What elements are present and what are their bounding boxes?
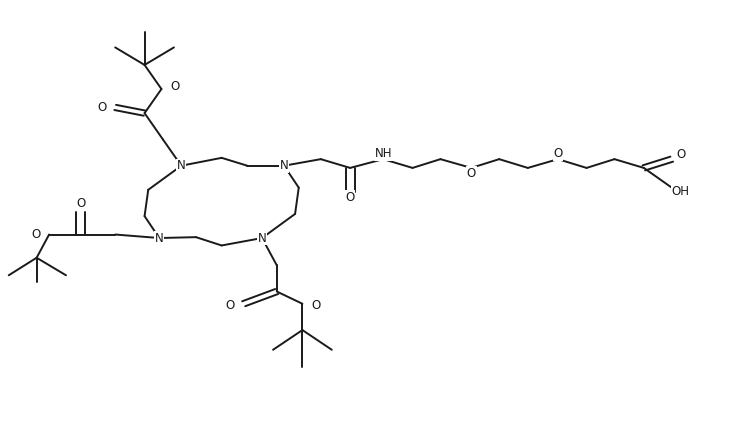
Text: O: O: [170, 80, 179, 93]
Text: O: O: [553, 147, 562, 161]
Text: N: N: [258, 232, 266, 244]
Text: O: O: [97, 101, 107, 114]
Text: O: O: [226, 299, 235, 313]
Text: O: O: [76, 198, 85, 210]
Text: O: O: [31, 228, 41, 241]
Text: O: O: [676, 148, 685, 161]
Text: N: N: [279, 159, 288, 172]
Text: OH: OH: [671, 185, 690, 198]
Text: NH: NH: [374, 147, 392, 161]
Text: N: N: [177, 159, 186, 172]
Text: O: O: [311, 299, 321, 313]
Text: O: O: [346, 191, 354, 204]
Text: O: O: [467, 167, 476, 179]
Text: N: N: [155, 232, 164, 244]
